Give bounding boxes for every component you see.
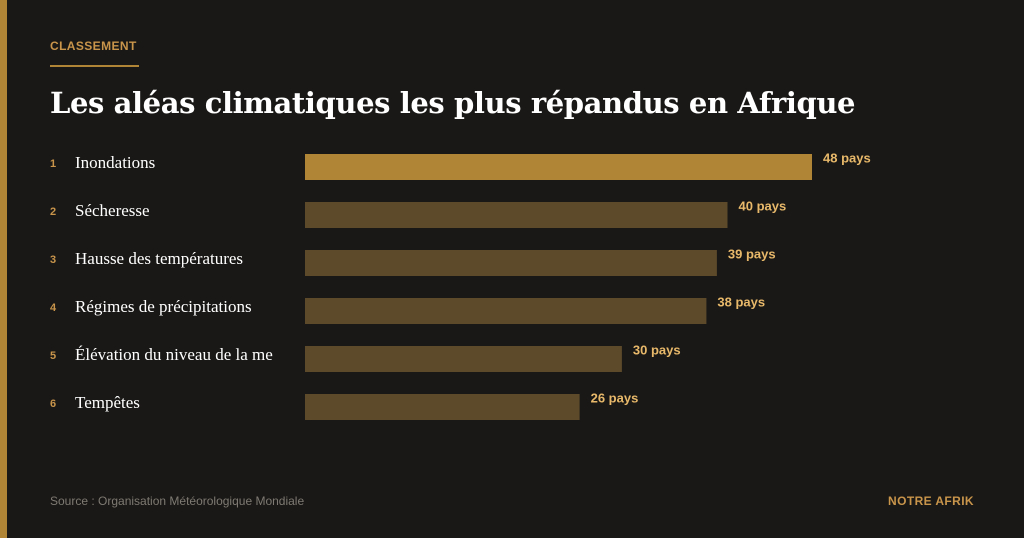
bar (305, 346, 622, 372)
accent-bar (0, 0, 7, 538)
value-label: 30 pays (633, 342, 681, 357)
value-label: 40 pays (739, 198, 787, 213)
value-label: 26 pays (591, 390, 639, 405)
rank-number: 3 (50, 254, 56, 266)
category-label: Élévation du niveau de la me (75, 345, 273, 364)
eyebrow-label: CLASSEMENT (50, 39, 137, 53)
chart-title: Les aléas climatiques les plus répandus … (50, 86, 856, 120)
category-label: Inondations (75, 153, 155, 172)
category-label: Régimes de précipitations (75, 297, 252, 316)
value-label: 39 pays (728, 246, 776, 261)
category-label: Hausse des températures (75, 249, 243, 268)
bar (305, 298, 707, 324)
rank-number: 2 (50, 206, 56, 218)
rank-number: 5 (50, 350, 56, 362)
value-label: 38 pays (717, 294, 765, 309)
eyebrow-underline (50, 65, 139, 67)
bar (305, 394, 580, 420)
bar (305, 250, 717, 276)
bar (305, 202, 728, 228)
bar (305, 154, 812, 180)
rank-number: 1 (50, 158, 56, 170)
rank-number: 4 (50, 302, 57, 314)
category-label: Tempêtes (75, 393, 140, 412)
category-label: Sécheresse (75, 201, 150, 220)
rank-number: 6 (50, 398, 56, 410)
value-label: 48 pays (823, 150, 871, 165)
source-note: Source : Organisation Météorologique Mon… (50, 494, 305, 508)
brand-label: NOTRE AFRIK (888, 494, 974, 508)
